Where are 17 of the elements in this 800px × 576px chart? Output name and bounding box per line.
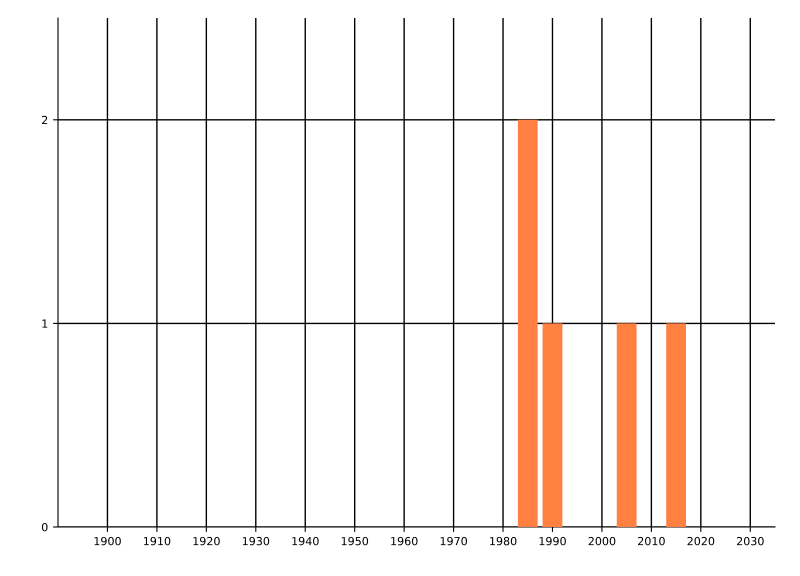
y-tick-label: 1: [42, 320, 48, 328]
x-tick-label: 2000: [588, 536, 616, 546]
x-tick-label: 1930: [242, 536, 270, 546]
y-tick-label: 0: [42, 522, 48, 532]
x-tick-label: 1960: [391, 536, 418, 546]
x-tick-label: 2010: [638, 536, 665, 546]
x-tick-label: 1910: [144, 536, 170, 546]
y-tick-label: 2: [42, 116, 48, 124]
x-tick-label: 1980: [490, 536, 516, 546]
x-tick-label: 2030: [736, 536, 764, 546]
x-tick-label: 1970: [440, 536, 467, 546]
x-tick-label: 1920: [193, 536, 220, 546]
x-tick-label: 1950: [342, 536, 368, 546]
x-tick-label: 1940: [292, 536, 319, 546]
x-tick-label: 2020: [688, 536, 714, 546]
x-tick-label: 1900: [94, 536, 121, 546]
x-tick-label: 1990: [540, 536, 566, 546]
